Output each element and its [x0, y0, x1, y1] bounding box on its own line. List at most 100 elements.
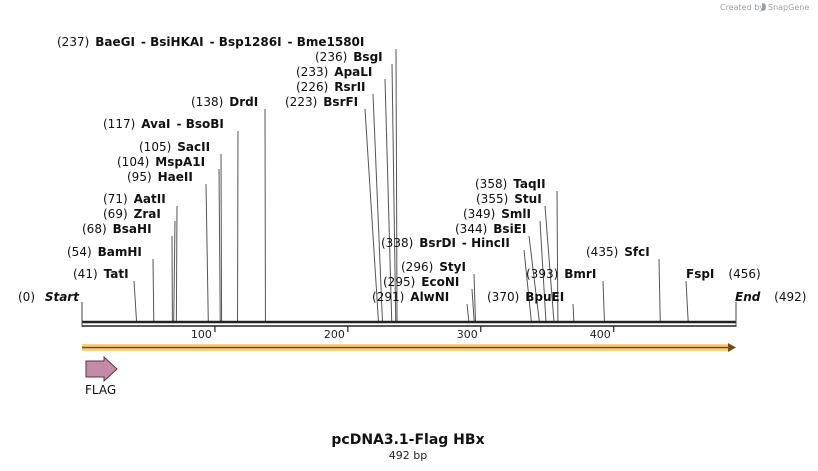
site-label: (291) AlwNI [372, 290, 449, 304]
site-position: (54) [67, 245, 92, 259]
restriction-site-bsrfi[interactable]: (223) BsrFI [285, 95, 358, 109]
site-name: DrdI [229, 95, 258, 109]
site-connector [220, 153, 223, 322]
restriction-site-tati[interactable]: (41) TatI [73, 267, 129, 281]
start-pos: (0) [18, 290, 35, 304]
restriction-site-stui[interactable]: (355) StuI [476, 192, 542, 206]
site-connector [218, 168, 221, 322]
restriction-site-econi[interactable]: (295) EcoNI [383, 275, 459, 289]
site-label: (226) RsrII [296, 80, 366, 94]
site-position: (95) [127, 170, 152, 184]
site-label: (237) BaeGI - BsiHKAI - Bsp1286I - Bme1580I [57, 35, 364, 49]
snapgene-logo-icon [762, 3, 766, 11]
site-position: (355) [476, 192, 508, 206]
site-connector [372, 93, 383, 322]
restriction-site-bsrdi[interactable]: (338) BsrDI - HincII [381, 236, 510, 250]
site-name: BsaHI [113, 222, 152, 236]
restriction-site-labels: (41) TatI (54) BamHI (68) BsaHI(69) ZraI (71) Aa… [57, 35, 761, 304]
site-position: (338) [381, 236, 413, 250]
site-position: (344) [455, 222, 487, 236]
site-connector [175, 205, 178, 322]
site-name: AatII [134, 192, 166, 206]
site-position: (68) [82, 222, 107, 236]
site-connector [658, 258, 661, 322]
site-connector [473, 273, 476, 322]
restriction-site-fspi[interactable]: FspI (456) [686, 267, 761, 281]
site-name: MspA1I [155, 155, 205, 169]
site-name: ZraI [134, 207, 161, 221]
restriction-site-bsiei[interactable]: (344) BsiEI [455, 222, 526, 236]
map-subtitle: 492 bp [389, 449, 427, 462]
site-name: BmrI [564, 267, 596, 281]
site-name: BpuEI [525, 290, 564, 304]
restriction-site-bpuei[interactable]: (370) BpuEI [487, 290, 564, 304]
ruler-tick-label: 100 [191, 328, 212, 341]
restriction-site-zrai[interactable]: (69) ZraI [103, 207, 161, 221]
site-label: (296) StyI [401, 260, 466, 274]
site-name: BamHI [98, 245, 142, 259]
credit-brand: SnapGene [768, 3, 809, 12]
ruler-tick-label: 300 [457, 328, 478, 341]
site-label: (117) AvaI - BsoBI [103, 117, 224, 131]
site-label: (295) EcoNI [383, 275, 459, 289]
site-position: (435) [586, 245, 618, 259]
start-label: (0) Start [18, 290, 80, 304]
site-label: (370) BpuEI [487, 290, 564, 304]
site-label: (355) StuI [476, 192, 542, 206]
site-position: (349) [463, 207, 495, 221]
site-label: (435) SfcI [586, 245, 650, 259]
site-name: - BsiHKAI [141, 35, 204, 49]
restriction-site-baegi[interactable]: (237) BaeGI - BsiHKAI - Bsp1286I - Bme1580I [57, 35, 364, 49]
site-label: (233) ApaLI [296, 65, 372, 79]
restriction-site-aatii[interactable]: (71) AatII [103, 192, 166, 206]
restriction-site-haeii[interactable]: (95) HaeII [127, 170, 193, 184]
site-name: - HincII [462, 236, 510, 250]
site-name: SacII [177, 140, 210, 154]
ruler: 100 200 300 400 [81, 302, 737, 341]
site-label: (104) MspA1I [117, 155, 205, 169]
end-pos: (492) [774, 290, 806, 304]
restriction-site-sacii[interactable]: (105) SacII [139, 140, 210, 154]
restriction-site-drdi[interactable]: (138) DrdI [191, 95, 258, 109]
site-connector [173, 220, 176, 322]
site-position: (117) [103, 117, 135, 131]
site-label: (69) ZraI [103, 207, 161, 221]
site-label: (349) SmlI [463, 207, 531, 221]
restriction-site-bsahi[interactable]: (68) BsaHI [82, 222, 152, 236]
site-name: SmlI [501, 207, 531, 221]
site-name: - Bsp1286I [210, 35, 282, 49]
site-label: (358) TaqII [475, 177, 546, 191]
site-connector [152, 258, 155, 322]
restriction-site-sfci[interactable]: (435) SfcI [586, 245, 650, 259]
site-position: (138) [191, 95, 223, 109]
restriction-site-avai[interactable]: (117) AvaI - BsoBI [103, 117, 224, 131]
site-position: (358) [475, 177, 507, 191]
site-name: AlwNI [410, 290, 449, 304]
site-connector [205, 183, 209, 322]
site-label: (41) TatI [73, 267, 129, 281]
restriction-site-alwni[interactable]: (291) AlwNI [372, 290, 449, 304]
restriction-site-mspa1i[interactable]: (104) MspA1I [117, 155, 205, 169]
site-name: ApaLI [334, 65, 372, 79]
restriction-site-apali[interactable]: (233) ApaLI [296, 65, 372, 79]
site-name: BsgI [353, 50, 382, 64]
site-name: AvaI [141, 117, 170, 131]
restriction-site-smli[interactable]: (349) SmlI [463, 207, 531, 221]
site-name: BaeGI [95, 35, 135, 49]
restriction-site-taqii[interactable]: (358) TaqII [475, 177, 546, 191]
restriction-site-bmri[interactable]: (393) BmrI [526, 267, 596, 281]
site-position: (456) [728, 267, 760, 281]
site-label: (95) HaeII [127, 170, 193, 184]
restriction-site-bamhi[interactable]: (54) BamHI [67, 245, 142, 259]
site-connector [471, 288, 475, 322]
site-name: - BsoBI [177, 117, 224, 131]
site-name: StyI [439, 260, 466, 274]
restriction-site-bsgi[interactable]: (236) BsgI [315, 50, 383, 64]
site-position: (223) [285, 95, 317, 109]
restriction-site-styi[interactable]: (296) StyI [401, 260, 466, 274]
site-position: (226) [296, 80, 328, 94]
site-name: HaeII [158, 170, 193, 184]
feature-flag[interactable]: FLAG [85, 355, 118, 397]
restriction-site-rsrii[interactable]: (226) RsrII [296, 80, 366, 94]
site-position: (370) [487, 290, 519, 304]
